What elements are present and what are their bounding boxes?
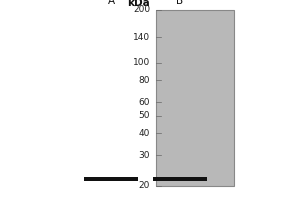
Text: A: A xyxy=(107,0,115,6)
Text: 80: 80 xyxy=(139,76,150,85)
Bar xyxy=(156,10,234,186)
Text: kDa: kDa xyxy=(127,0,150,8)
Text: B: B xyxy=(176,0,184,6)
Text: 50: 50 xyxy=(139,111,150,120)
Text: 100: 100 xyxy=(133,58,150,67)
Text: 60: 60 xyxy=(139,98,150,107)
Text: 30: 30 xyxy=(139,151,150,160)
Text: 140: 140 xyxy=(133,33,150,42)
Bar xyxy=(153,177,207,181)
Bar xyxy=(84,177,138,181)
Text: 40: 40 xyxy=(139,129,150,138)
Text: 200: 200 xyxy=(133,5,150,15)
Text: 20: 20 xyxy=(139,182,150,190)
